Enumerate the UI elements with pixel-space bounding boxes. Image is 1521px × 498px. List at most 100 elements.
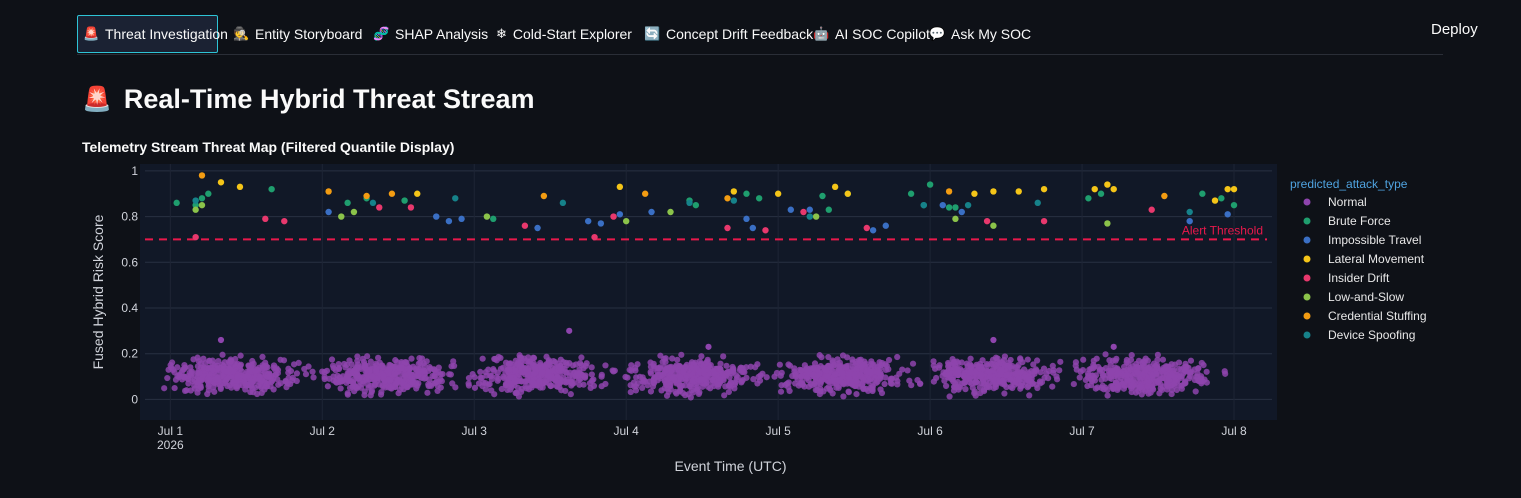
normal-outlier-point xyxy=(1110,343,1117,350)
normal-point xyxy=(964,363,971,370)
normal-point xyxy=(310,374,317,381)
normal-point xyxy=(485,381,492,388)
tab-concept-drift-feedback[interactable]: 🔄 Concept Drift Feedback xyxy=(640,15,813,53)
normal-point xyxy=(164,374,171,382)
normal-point xyxy=(404,384,411,391)
normal-point xyxy=(977,371,984,378)
normal-point xyxy=(1114,370,1121,377)
normal-point xyxy=(551,358,559,366)
normal-point xyxy=(777,388,785,395)
normal-point xyxy=(471,384,479,391)
normal-point xyxy=(424,389,431,396)
normal-point xyxy=(832,371,839,378)
normal-point xyxy=(1159,386,1166,394)
insider-drift-point xyxy=(281,217,288,225)
normal-point xyxy=(386,366,393,373)
normal-point xyxy=(983,361,990,368)
normal-point xyxy=(171,369,178,376)
tab-cold-start-explorer[interactable]: ❄ Cold-Start Explorer xyxy=(492,15,632,53)
normal-point xyxy=(877,386,884,393)
device-spoofing-point xyxy=(559,199,567,207)
impossible-travel-point xyxy=(743,215,750,223)
tab-entity-storyboard[interactable]: 🕵 Entity Storyboard xyxy=(229,15,362,53)
normal-point xyxy=(955,368,962,376)
low-and-slow-point xyxy=(192,206,199,213)
normal-point xyxy=(365,384,372,391)
normal-point xyxy=(797,367,805,374)
normal-outlier-point xyxy=(705,343,712,350)
normal-point xyxy=(357,378,364,386)
normal-point xyxy=(1187,369,1194,376)
normal-point xyxy=(1120,363,1128,370)
normal-point xyxy=(829,357,836,364)
normal-point xyxy=(647,359,654,366)
legend-entry: Impossible Travel xyxy=(1328,233,1421,247)
normal-point xyxy=(668,368,675,375)
normal-point xyxy=(693,364,700,371)
deploy-button[interactable]: Deploy xyxy=(1431,21,1478,38)
impossible-travel-point xyxy=(939,201,946,209)
low-and-slow-point xyxy=(952,215,959,223)
normal-point xyxy=(433,378,440,386)
normal-point xyxy=(962,386,969,393)
x-tick-label: Jul 6 xyxy=(917,424,943,438)
normal-point xyxy=(799,381,806,388)
normal-point xyxy=(194,363,202,370)
normal-point xyxy=(354,357,361,364)
normal-point xyxy=(1082,376,1089,384)
credential-stuffing-point xyxy=(641,190,649,197)
normal-point xyxy=(402,372,409,380)
normal-point xyxy=(522,378,530,385)
normal-point xyxy=(244,372,251,379)
normal-point xyxy=(1195,365,1202,372)
x-tick-label: Jul 8 xyxy=(1221,424,1247,438)
normal-point xyxy=(1129,377,1136,384)
normal-point xyxy=(259,353,266,360)
normal-point xyxy=(267,383,274,390)
normal-point xyxy=(340,377,347,384)
normal-point xyxy=(168,364,175,371)
insider-drift-point xyxy=(407,204,415,211)
speech-bubble-icon: 💬 xyxy=(929,26,946,41)
normal-point xyxy=(1017,369,1024,376)
normal-point xyxy=(916,380,924,388)
y-tick-label: 0.2 xyxy=(121,347,138,361)
normal-point xyxy=(846,371,853,378)
tab-ai-soc-copilot[interactable]: 🤖 AI SOC Copilot xyxy=(809,15,930,53)
normal-point xyxy=(274,370,281,377)
tab-ask-my-soc[interactable]: 💬 Ask My SOC xyxy=(925,15,1031,53)
normal-point xyxy=(258,389,265,397)
normal-point xyxy=(277,380,284,387)
credential-stuffing-point xyxy=(1161,192,1168,200)
impossible-travel-point xyxy=(806,206,814,213)
normal-point xyxy=(249,389,257,396)
normal-point xyxy=(1182,380,1189,387)
normal-point xyxy=(415,380,422,387)
normal-point xyxy=(295,359,302,367)
normal-point xyxy=(909,360,917,367)
tab-shap-analysis[interactable]: 🧬 SHAP Analysis xyxy=(369,15,488,53)
normal-point xyxy=(378,388,385,396)
device-spoofing-point xyxy=(964,201,972,209)
normal-point xyxy=(576,360,584,367)
brute-force-point xyxy=(1097,190,1105,197)
normal-point xyxy=(587,384,594,392)
normal-point xyxy=(465,374,473,382)
normal-point xyxy=(1054,376,1061,383)
normal-point xyxy=(1171,382,1178,389)
tab-threat-investigation[interactable]: 🚨 Threat Investigation xyxy=(77,15,228,53)
robot-icon: 🤖 xyxy=(813,26,830,41)
normal-point xyxy=(309,368,316,375)
normal-point xyxy=(1015,362,1022,369)
tab-label: AI SOC Copilot xyxy=(835,26,930,42)
impossible-travel-point xyxy=(958,208,965,216)
normal-point xyxy=(497,354,504,362)
normal-point xyxy=(954,378,961,386)
normal-point xyxy=(552,377,559,385)
x-tick-label: Jul 5 xyxy=(765,424,791,438)
normal-point xyxy=(732,379,739,386)
normal-point xyxy=(785,379,792,386)
normal-point xyxy=(894,377,901,385)
device-spoofing-point xyxy=(1034,199,1041,207)
